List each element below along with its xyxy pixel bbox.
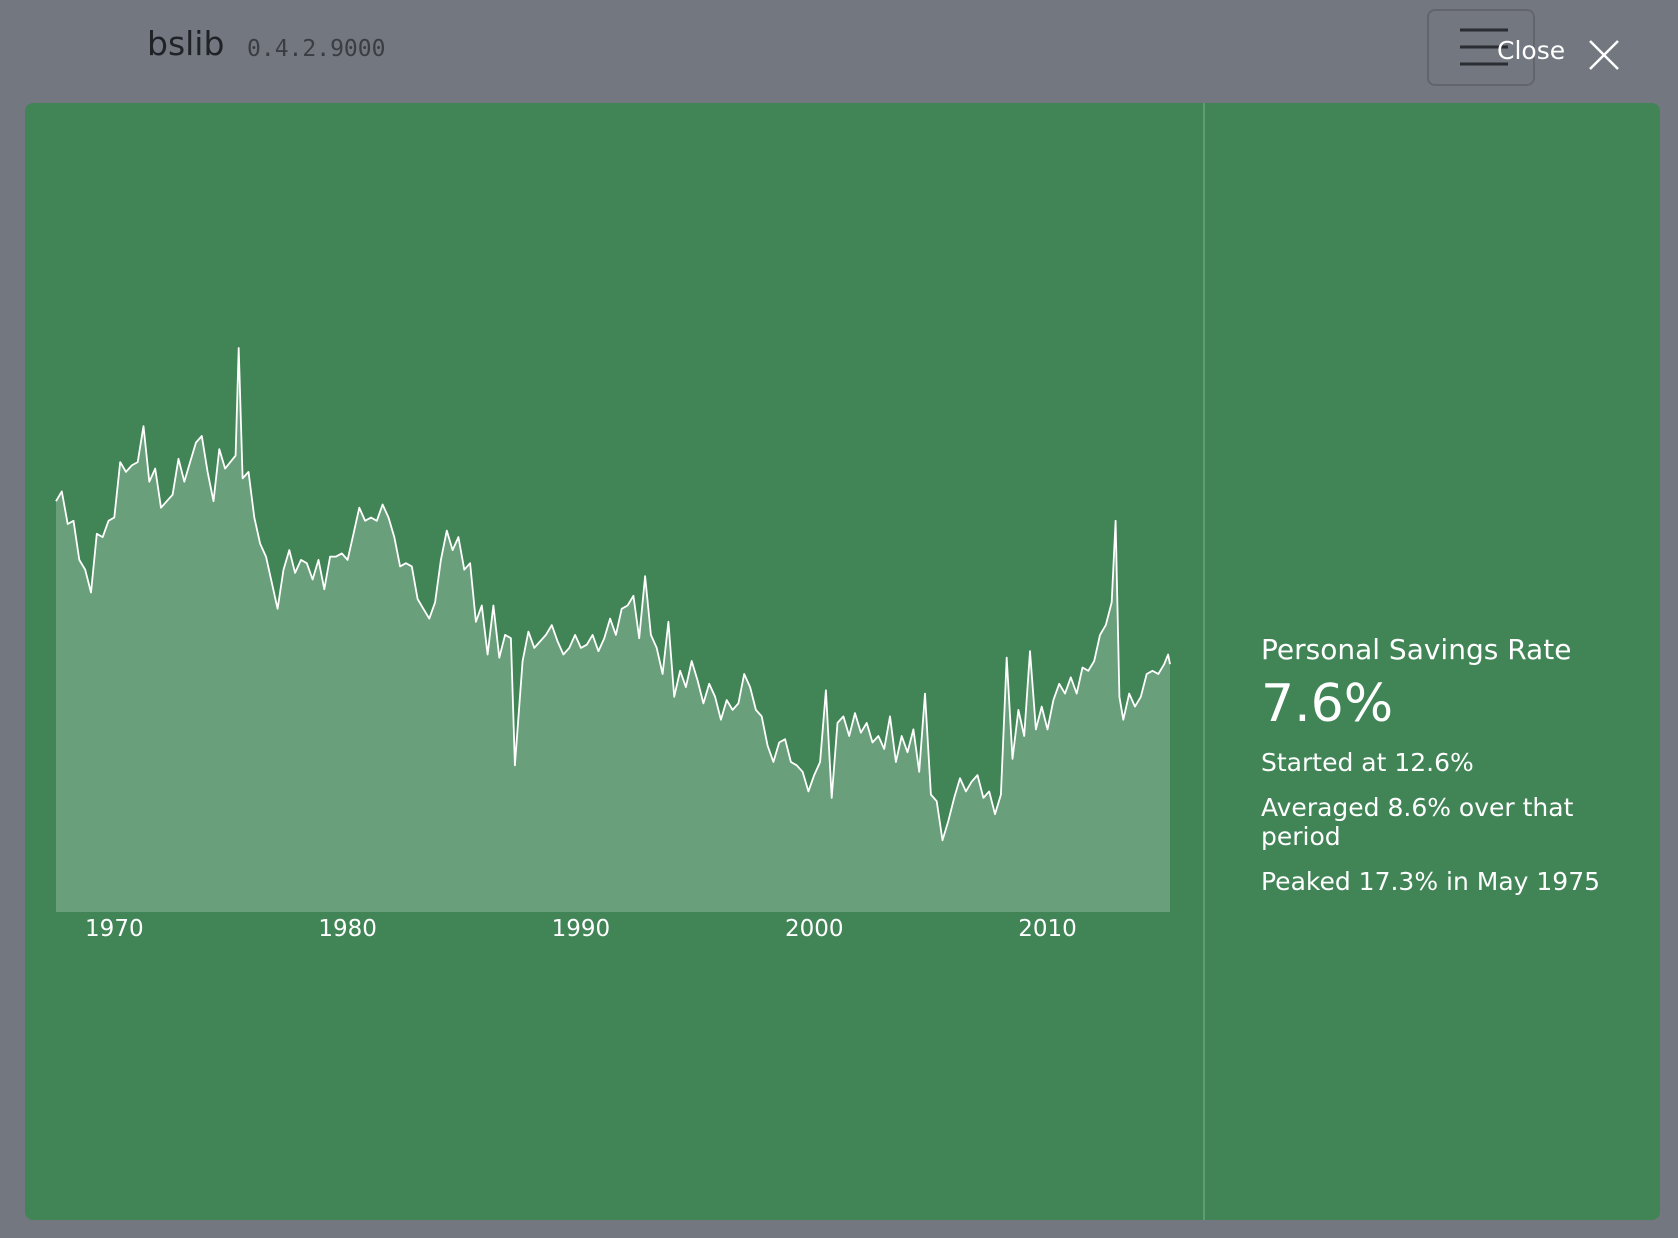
value-box-line: Peaked 17.3% in May 1975 bbox=[1261, 867, 1601, 896]
x-tick-label: 1970 bbox=[85, 916, 144, 942]
value-box-line: Averaged 8.6% over that period bbox=[1261, 793, 1574, 851]
value-box-value: 7.6% bbox=[1261, 674, 1394, 734]
x-tick-label: 2000 bbox=[785, 916, 844, 942]
value-box-line: Started at 12.6% bbox=[1261, 748, 1474, 777]
hamburger-icon bbox=[1460, 28, 1508, 66]
menu-button[interactable] bbox=[1427, 9, 1535, 86]
close-icon[interactable] bbox=[1588, 39, 1620, 71]
x-tick-label: 1980 bbox=[318, 916, 377, 942]
area bbox=[56, 348, 1170, 912]
x-tick-label: 2010 bbox=[1018, 916, 1077, 942]
close-button[interactable]: Close bbox=[1497, 36, 1566, 65]
x-tick-label: 1990 bbox=[552, 916, 611, 942]
value-box: 1970 1980 1990 2000 2010 Personal Savings Ra… bbox=[25, 103, 1660, 1220]
value-box-text: Personal Savings Rate 7.6% Started at 12… bbox=[1261, 633, 1660, 912]
top-bar: bslib 0.4.2.9000 Close bbox=[0, 0, 1678, 103]
version: 0.4.2.9000 bbox=[247, 36, 386, 62]
value-box-title: Personal Savings Rate bbox=[1261, 633, 1572, 666]
brand: bslib bbox=[147, 24, 225, 63]
sparkline-chart: 1970 1980 1990 2000 2010 bbox=[55, 103, 1205, 1220]
line bbox=[55, 347, 1171, 842]
